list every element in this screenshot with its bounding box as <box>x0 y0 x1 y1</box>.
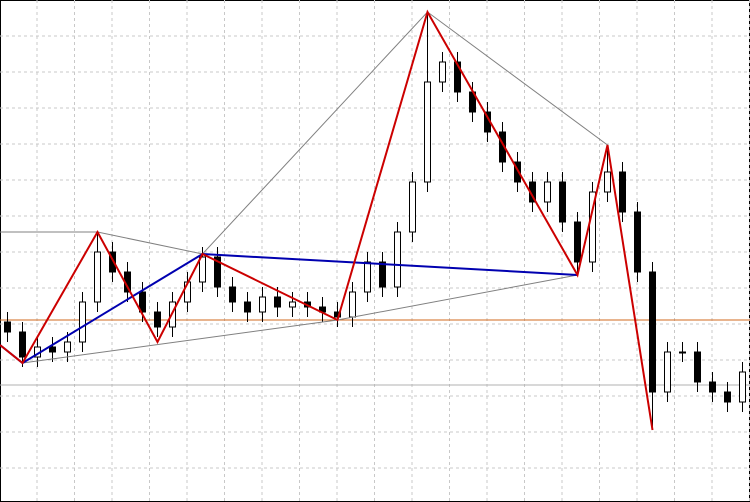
candle-body <box>394 231 401 288</box>
candle-body <box>4 321 11 333</box>
candle-body <box>94 251 101 303</box>
candle-body <box>649 271 656 393</box>
candle-body <box>229 286 236 303</box>
candle-body <box>19 331 26 358</box>
candle-body <box>724 391 731 403</box>
candle-body <box>259 296 266 313</box>
candle-body <box>289 301 296 308</box>
candle-body <box>664 351 671 393</box>
candle-body <box>544 181 551 203</box>
candle-body <box>274 296 281 308</box>
candle-body <box>514 161 521 183</box>
candle-body <box>439 61 446 83</box>
candle-body <box>154 311 161 328</box>
candle-body <box>739 371 746 403</box>
candle-body <box>619 171 626 213</box>
candle-body <box>424 81 431 183</box>
candle-body <box>199 256 206 283</box>
zigzag-line <box>0 9 654 431</box>
candle-body <box>379 261 386 288</box>
candle-body <box>454 61 461 93</box>
candle-body <box>574 221 581 263</box>
candle-body <box>559 181 566 223</box>
candle-body <box>409 181 416 233</box>
candle-body <box>49 346 56 353</box>
candle-body <box>214 256 221 288</box>
candle-body <box>679 351 686 354</box>
candle-body <box>634 211 641 273</box>
candle-body <box>79 301 86 343</box>
candle-body <box>64 341 71 353</box>
candle-body <box>709 381 716 393</box>
candle-body <box>349 291 356 318</box>
candle-body <box>109 251 116 273</box>
candle-body <box>139 291 146 313</box>
candle-body <box>604 171 611 193</box>
candle-body <box>694 351 701 383</box>
candle-body <box>364 261 371 293</box>
candle-body <box>244 301 251 313</box>
